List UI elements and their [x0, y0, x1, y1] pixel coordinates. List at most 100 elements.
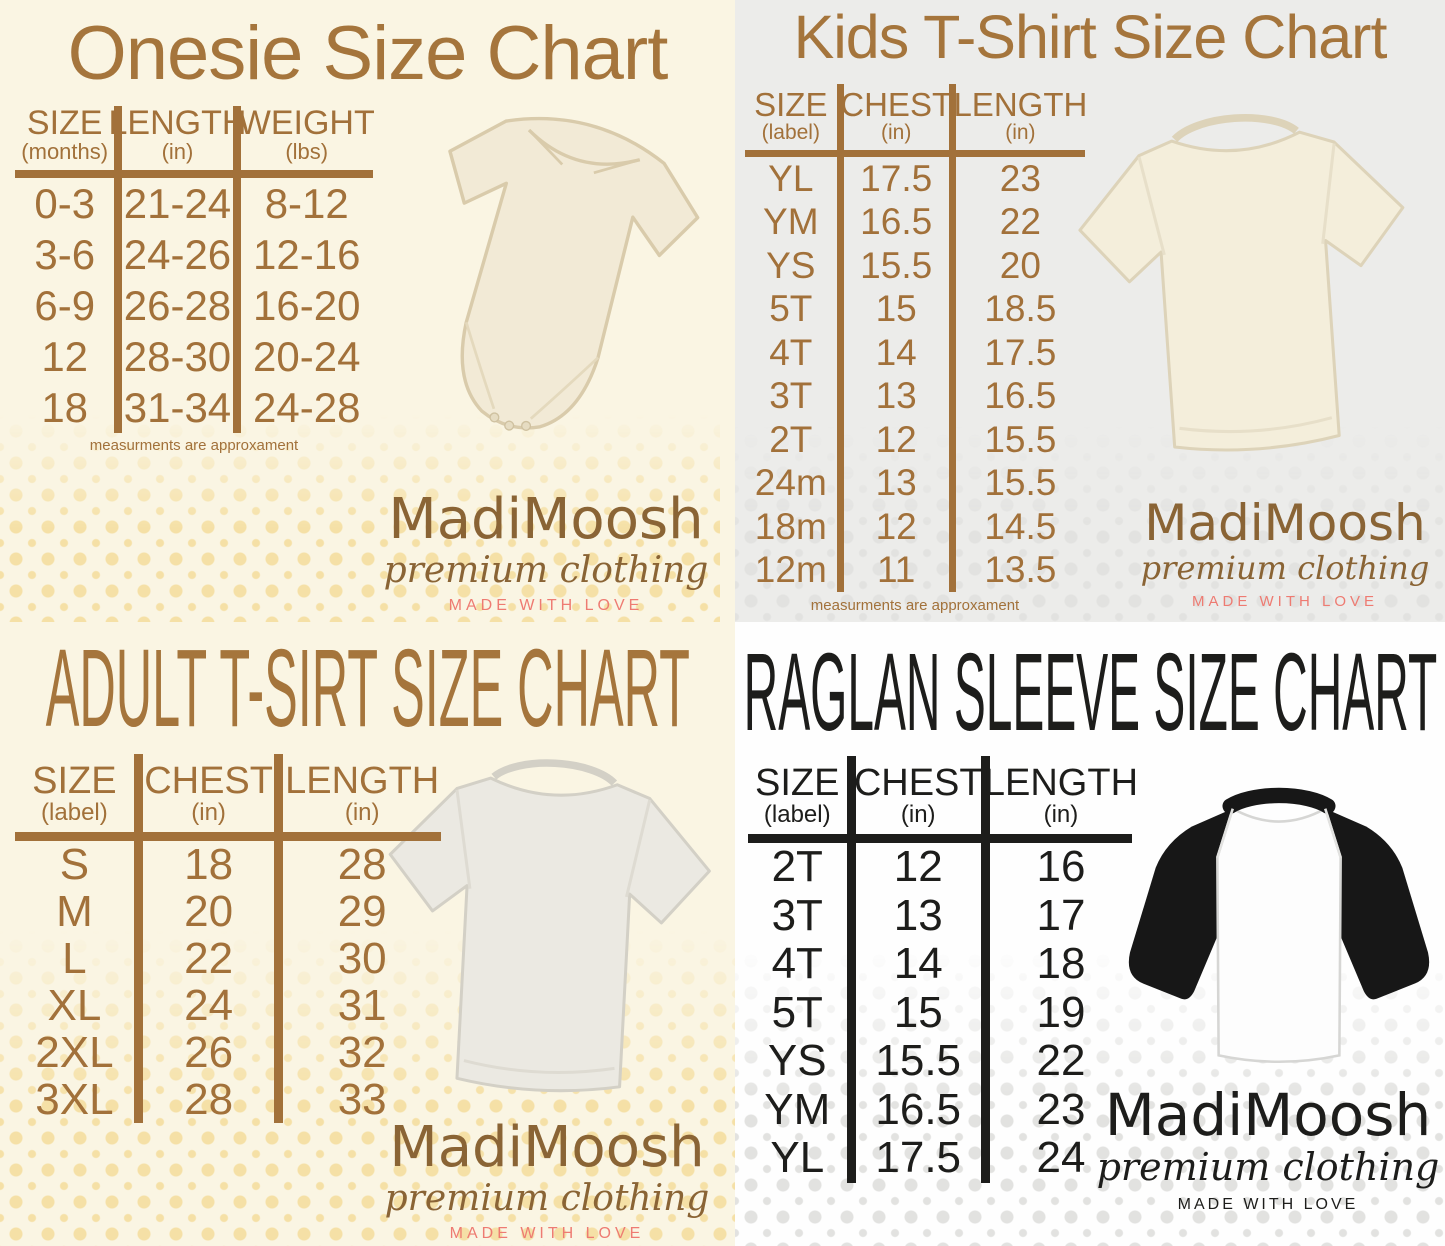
table-cell: 16	[1036, 842, 1086, 892]
column-header-unit: (label)	[761, 120, 820, 144]
table-cell: 23	[999, 157, 1041, 199]
column-header: LENGTH (in)	[109, 106, 247, 170]
table-column: SIZE (label) 2T 3T 4T 5T YS YM YL	[748, 756, 856, 1183]
column-header-label: LENGTH	[285, 759, 440, 802]
table-cell: 18m	[754, 505, 827, 547]
halftone-dots-decoration	[735, 425, 1445, 622]
table-cell: 29	[337, 886, 387, 936]
table-cell: 33	[337, 1074, 387, 1124]
table-column: LENGTH (in) 21-24 24-26 26-28 28-30 31-34	[109, 106, 247, 433]
halftone-dots-decoration	[0, 415, 720, 622]
table-cell: 3XL	[35, 1074, 114, 1124]
column-header-unit: (in)	[900, 800, 936, 828]
table-column: LENGTH (in) 16 17 18 19 22 23 24	[984, 756, 1138, 1183]
raglan-chart-title: RAGLAN SLEEVE SIZE CHART	[735, 630, 1445, 754]
table-cell: YM	[763, 201, 819, 243]
table-cell: 20-24	[253, 332, 361, 380]
header-rule	[15, 170, 373, 178]
brand-logo: MadiMoosh premium clothing MADE WITH LOV…	[1092, 1086, 1444, 1214]
column-header-label: LENGTH	[953, 85, 1088, 123]
table-cell: 12-16	[253, 230, 361, 278]
table-cell: 22	[1036, 1036, 1086, 1086]
table-cell: 24-26	[123, 230, 232, 278]
adult-chart-title: ADULT T-SIRT SIZE CHART	[0, 626, 735, 750]
table-cell: 28	[184, 1074, 234, 1124]
column-header-unit: (in)	[344, 798, 380, 826]
table-cell: 17	[1036, 890, 1086, 940]
column-header-unit: (lbs)	[285, 138, 329, 164]
table-cell: 6-9	[34, 281, 96, 329]
adult-chart-title-text: ADULT T-SIRT SIZE CHART	[45, 625, 690, 750]
brand-logo: MadiMoosh premium clothing MADE WITH LOV…	[1132, 498, 1438, 610]
table-cell: 17.5	[984, 331, 1057, 373]
column-header: LENGTH (in)	[283, 754, 441, 832]
raglan-shirt-image	[1128, 787, 1430, 1064]
table-cell: 15.5	[984, 418, 1057, 460]
table-cell: YS	[767, 1036, 827, 1086]
table-cell: L	[62, 933, 87, 983]
column-header: SIZE (months)	[15, 106, 114, 170]
table-cell: 24	[184, 980, 234, 1030]
table-cell: M	[56, 886, 93, 936]
column-header-unit: (in)	[1043, 800, 1079, 828]
table-cell: 15.5	[984, 462, 1057, 504]
table-cell: 2T	[769, 418, 813, 460]
raglan-chart-title-text: RAGLAN SLEEVE SIZE CHART	[743, 629, 1437, 754]
table-cell: 14	[875, 331, 917, 373]
table-cell: 4T	[771, 939, 823, 989]
table-cell: 22	[999, 201, 1041, 243]
brand-motto: MADE WITH LOVE	[1177, 1195, 1359, 1213]
table-cell: 2T	[771, 842, 823, 892]
table-cell: 3T	[771, 890, 823, 940]
column-header-label: SIZE	[755, 761, 840, 804]
brand-name: MadiMoosh	[389, 1115, 705, 1180]
table-cell: 16.5	[875, 1084, 962, 1134]
brand-name: MadiMoosh	[1144, 494, 1426, 552]
table-cell: 5T	[771, 987, 823, 1037]
table-cell: 22	[184, 933, 234, 983]
kids-chart-title: Kids T-Shirt Size Chart	[793, 3, 1388, 71]
table-cell: 12	[875, 418, 917, 460]
table-cell: 13.5	[984, 549, 1057, 591]
column-header-unit: (months)	[21, 138, 109, 164]
table-cell: 28	[337, 839, 387, 889]
column-header-unit: (label)	[41, 798, 108, 826]
table-cell: 18	[184, 839, 234, 889]
column-header-unit: (in)	[191, 798, 226, 826]
column-header: SIZE (label)	[748, 756, 847, 834]
table-column: SIZE (label) YL YM YS 5T 4T 3T 2T 24m 18m 12m	[745, 84, 844, 592]
table-cell: 16.5	[984, 375, 1057, 417]
table-column: WEIGHT (lbs) 8-12 12-16 16-20 20-24 24-28	[239, 106, 375, 433]
table-cell: 13	[875, 462, 917, 504]
table-cell: 16.5	[860, 201, 933, 243]
table-cell: 21-24	[123, 179, 232, 227]
column-header-unit: (in)	[161, 138, 194, 164]
column-header: CHEST (in)	[840, 84, 952, 150]
table-cell: 24m	[754, 462, 827, 504]
table-cell: YM	[764, 1084, 831, 1134]
table-cell: 28-30	[123, 332, 232, 380]
column-header-label: SIZE	[754, 85, 828, 123]
table-column: SIZE (label) S M L XL 2XL 3XL	[15, 754, 143, 1124]
brand-tagline: premium clothing	[384, 1178, 710, 1219]
table-cell: 12	[41, 332, 89, 380]
table-cell: YS	[766, 244, 816, 286]
table-cell: 11	[876, 549, 916, 591]
table-cell: 13	[893, 890, 943, 940]
table-cell: 31-34	[123, 383, 232, 431]
column-header-label: LENGTH	[108, 103, 247, 142]
brand-name: MadiMoosh	[388, 487, 704, 552]
column-header: SIZE (label)	[745, 84, 837, 150]
table-cell: 12	[893, 842, 943, 892]
table-cell: 32	[337, 1027, 387, 1077]
column-header: CHEST (in)	[143, 754, 275, 832]
table-cell: 2XL	[35, 1027, 114, 1077]
header-rule	[745, 150, 1085, 157]
table-cell: S	[59, 839, 90, 889]
baby-onesie-image	[448, 116, 700, 431]
column-header: CHEST (in)	[854, 756, 983, 834]
table-cell: 17.5	[860, 157, 933, 199]
table-cell: 13	[875, 375, 917, 417]
header-rule	[15, 832, 441, 841]
table-cell: 16-20	[253, 281, 361, 329]
